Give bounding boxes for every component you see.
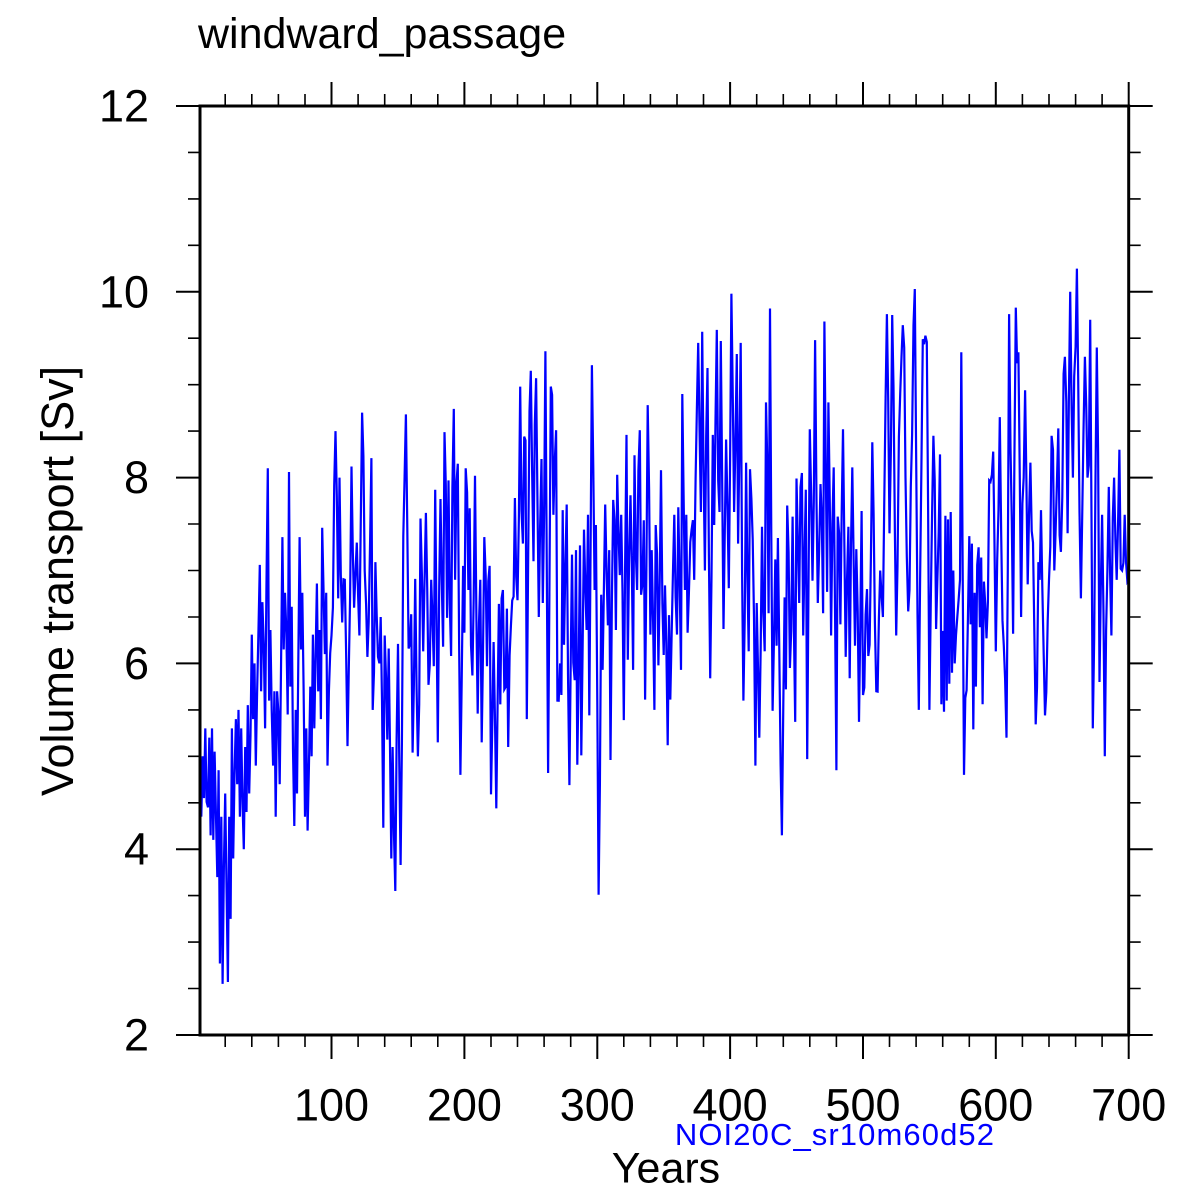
svg-text:500: 500 [825,1080,900,1131]
svg-text:12: 12 [99,81,149,132]
svg-text:NOI20C_sr10m60d52: NOI20C_sr10m60d52 [675,1117,995,1152]
svg-text:400: 400 [693,1080,768,1131]
svg-text:200: 200 [427,1080,502,1131]
svg-text:700: 700 [1091,1080,1166,1131]
svg-text:6: 6 [124,638,149,689]
svg-text:8: 8 [124,452,149,503]
svg-text:10: 10 [99,266,149,317]
svg-text:100: 100 [294,1080,369,1131]
svg-text:4: 4 [124,824,149,875]
svg-text:Volume transport [Sv]: Volume transport [Sv] [32,366,83,796]
svg-text:300: 300 [560,1080,635,1131]
svg-text:windward_passage: windward_passage [197,10,566,58]
svg-text:Years: Years [612,1144,720,1192]
svg-text:2: 2 [124,1010,149,1061]
svg-text:600: 600 [958,1080,1033,1131]
